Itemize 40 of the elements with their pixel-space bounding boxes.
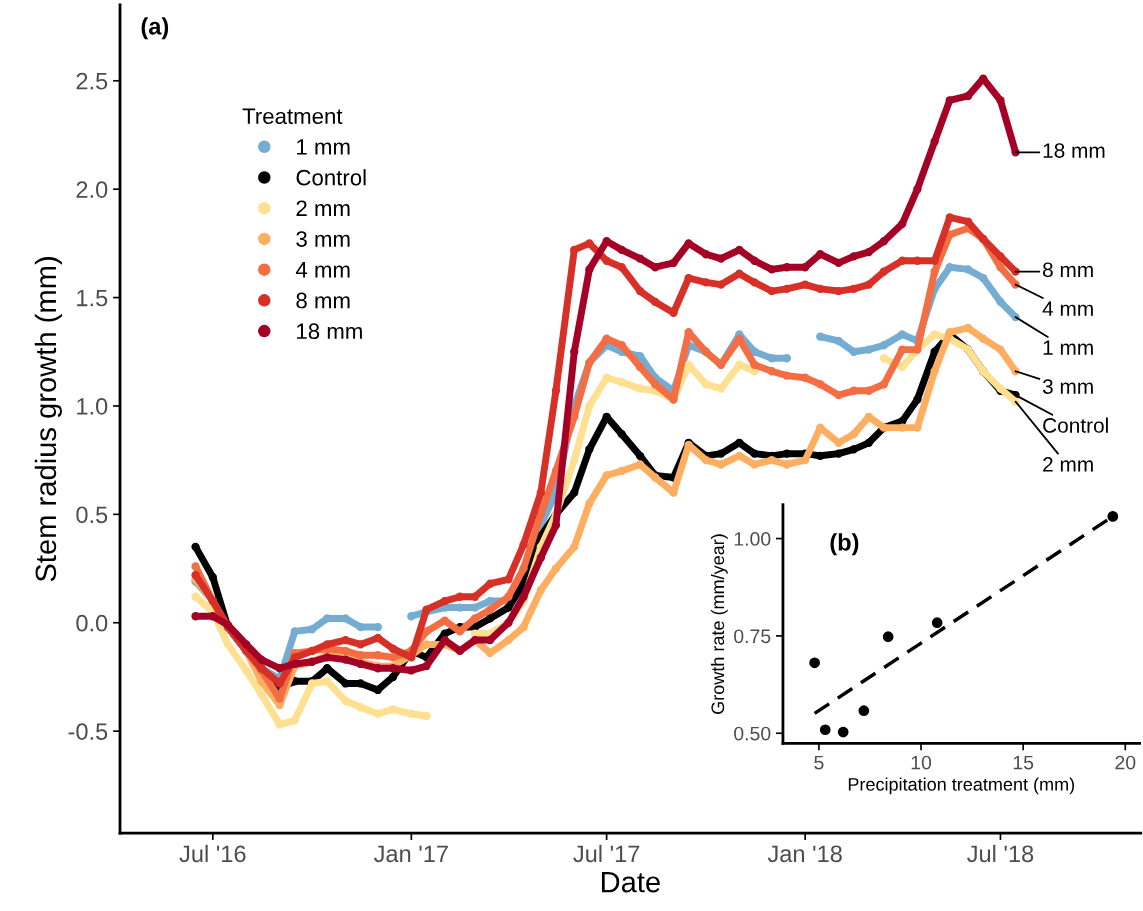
x-tick-label: Jan '17 xyxy=(374,845,448,863)
legend-label: 2 mm xyxy=(296,200,350,216)
text: 18 mm xyxy=(1043,143,1105,158)
text: 8 mm xyxy=(1043,262,1093,278)
legend-label: 8 mm xyxy=(296,292,350,309)
x-tick-label: 5 xyxy=(814,755,824,770)
legend-title: Treatment xyxy=(242,108,343,125)
text: 4 mm xyxy=(1042,301,1093,316)
x-axis-title: Precipitation treatment (mm) xyxy=(848,777,1075,795)
y-tick-label: 0.75 xyxy=(734,629,771,644)
y-tick-label: 0.0 xyxy=(76,614,108,632)
x-tick-label: 15 xyxy=(1013,755,1034,770)
annotation: (a) xyxy=(141,17,169,40)
x-tick-label: Jul '16 xyxy=(179,844,246,863)
y-tick-label: -0.5 xyxy=(68,723,108,740)
text: Control xyxy=(1043,417,1108,433)
x-tick-label: Jul '18 xyxy=(967,844,1034,863)
y-tick-label: 0.5 xyxy=(76,506,108,524)
y-tick-label: 0.50 xyxy=(734,726,771,741)
y-tick-label: 1.5 xyxy=(77,289,108,307)
x-tick-label: 20 xyxy=(1115,755,1136,770)
y-tick-label: 2.0 xyxy=(76,181,108,198)
y-tick-label: 1.00 xyxy=(734,532,771,546)
x-tick-label: 10 xyxy=(911,755,932,770)
y-axis-title: Growth rate (mm/year) xyxy=(710,534,728,714)
legend-label: 1 mm xyxy=(297,139,350,155)
text: 1 mm xyxy=(1043,340,1093,355)
legend-label: 4 mm xyxy=(295,262,350,278)
y-axis-title: Stem radius growth (mm) xyxy=(34,257,62,582)
x-tick-label: Jan '18 xyxy=(767,845,842,863)
y-tick-label: 1.0 xyxy=(77,398,108,415)
text: 3 mm xyxy=(1042,379,1093,394)
y-tick-label: 2.5 xyxy=(76,72,108,90)
legend-label: 3 mm xyxy=(296,231,350,247)
legend-label: 18 mm xyxy=(297,323,362,340)
annotation: (b) xyxy=(830,533,859,556)
x-axis-title: Date xyxy=(601,872,660,893)
legend-label: Control xyxy=(296,169,366,186)
text: 2 mm xyxy=(1043,457,1093,472)
x-tick-label: Jul '17 xyxy=(573,844,640,863)
